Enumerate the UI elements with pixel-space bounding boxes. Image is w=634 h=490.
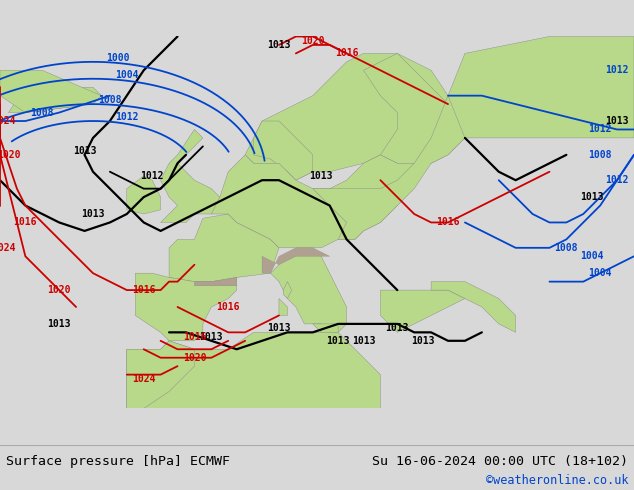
Text: 1012: 1012 [140, 171, 164, 181]
Text: 1024: 1024 [132, 374, 155, 384]
Text: 1016: 1016 [216, 302, 240, 312]
Text: 1004: 1004 [588, 268, 612, 278]
Text: Su 16-06-2024 00:00 UTC (18+102): Su 16-06-2024 00:00 UTC (18+102) [372, 455, 628, 468]
Polygon shape [363, 53, 465, 163]
Polygon shape [0, 70, 101, 113]
Text: 1008: 1008 [30, 108, 54, 118]
Text: 1012: 1012 [605, 65, 629, 75]
Polygon shape [127, 176, 160, 214]
Polygon shape [169, 214, 279, 282]
Polygon shape [271, 248, 347, 332]
Text: 1008: 1008 [98, 95, 122, 105]
Text: 1013: 1013 [48, 319, 71, 329]
Text: 1020: 1020 [183, 353, 206, 363]
Text: 1013: 1013 [81, 209, 105, 219]
Text: 1013: 1013 [309, 171, 333, 181]
Text: Surface pressure [hPa] ECMWF: Surface pressure [hPa] ECMWF [6, 455, 230, 468]
Text: 1024: 1024 [0, 116, 16, 126]
Text: 1012: 1012 [588, 124, 612, 134]
Text: 1013: 1013 [73, 146, 96, 156]
Text: 1008: 1008 [588, 150, 612, 160]
Polygon shape [254, 121, 313, 180]
Text: 1013: 1013 [385, 323, 409, 333]
Text: 1013: 1013 [605, 116, 629, 126]
Text: 1012: 1012 [605, 175, 629, 185]
Polygon shape [195, 277, 236, 286]
Text: 1016: 1016 [13, 218, 37, 227]
Polygon shape [211, 155, 414, 248]
Polygon shape [380, 290, 465, 332]
Text: 1020: 1020 [48, 285, 71, 295]
Text: 1013: 1013 [580, 192, 604, 202]
Text: ©weatheronline.co.uk: ©weatheronline.co.uk [486, 474, 628, 488]
Text: 1013: 1013 [267, 40, 291, 50]
Text: 1013: 1013 [200, 332, 223, 342]
Text: 1000: 1000 [107, 52, 130, 63]
Text: 1016: 1016 [183, 332, 206, 342]
Text: 1020: 1020 [301, 36, 325, 46]
Text: 1020: 1020 [0, 150, 20, 160]
Polygon shape [245, 53, 448, 180]
Text: 1004: 1004 [115, 70, 139, 79]
Text: 1013: 1013 [327, 336, 350, 346]
Text: 1016: 1016 [436, 218, 460, 227]
Text: 1013: 1013 [352, 336, 375, 346]
Text: 1004: 1004 [580, 251, 604, 261]
Text: 1016: 1016 [335, 49, 358, 58]
Polygon shape [313, 324, 338, 332]
Polygon shape [313, 96, 482, 240]
Text: 1013: 1013 [411, 336, 434, 346]
Polygon shape [262, 248, 330, 273]
Polygon shape [160, 129, 220, 222]
Text: 1012: 1012 [115, 112, 139, 122]
Polygon shape [8, 87, 101, 113]
Text: 1013: 1013 [267, 323, 291, 333]
Polygon shape [127, 332, 380, 409]
Polygon shape [135, 273, 236, 341]
Polygon shape [279, 298, 287, 316]
Polygon shape [283, 282, 292, 298]
Polygon shape [127, 341, 195, 409]
Text: 1008: 1008 [555, 243, 578, 253]
Text: 1016: 1016 [132, 285, 155, 295]
Text: 1024: 1024 [0, 243, 16, 253]
Polygon shape [431, 282, 515, 332]
Polygon shape [448, 36, 634, 138]
